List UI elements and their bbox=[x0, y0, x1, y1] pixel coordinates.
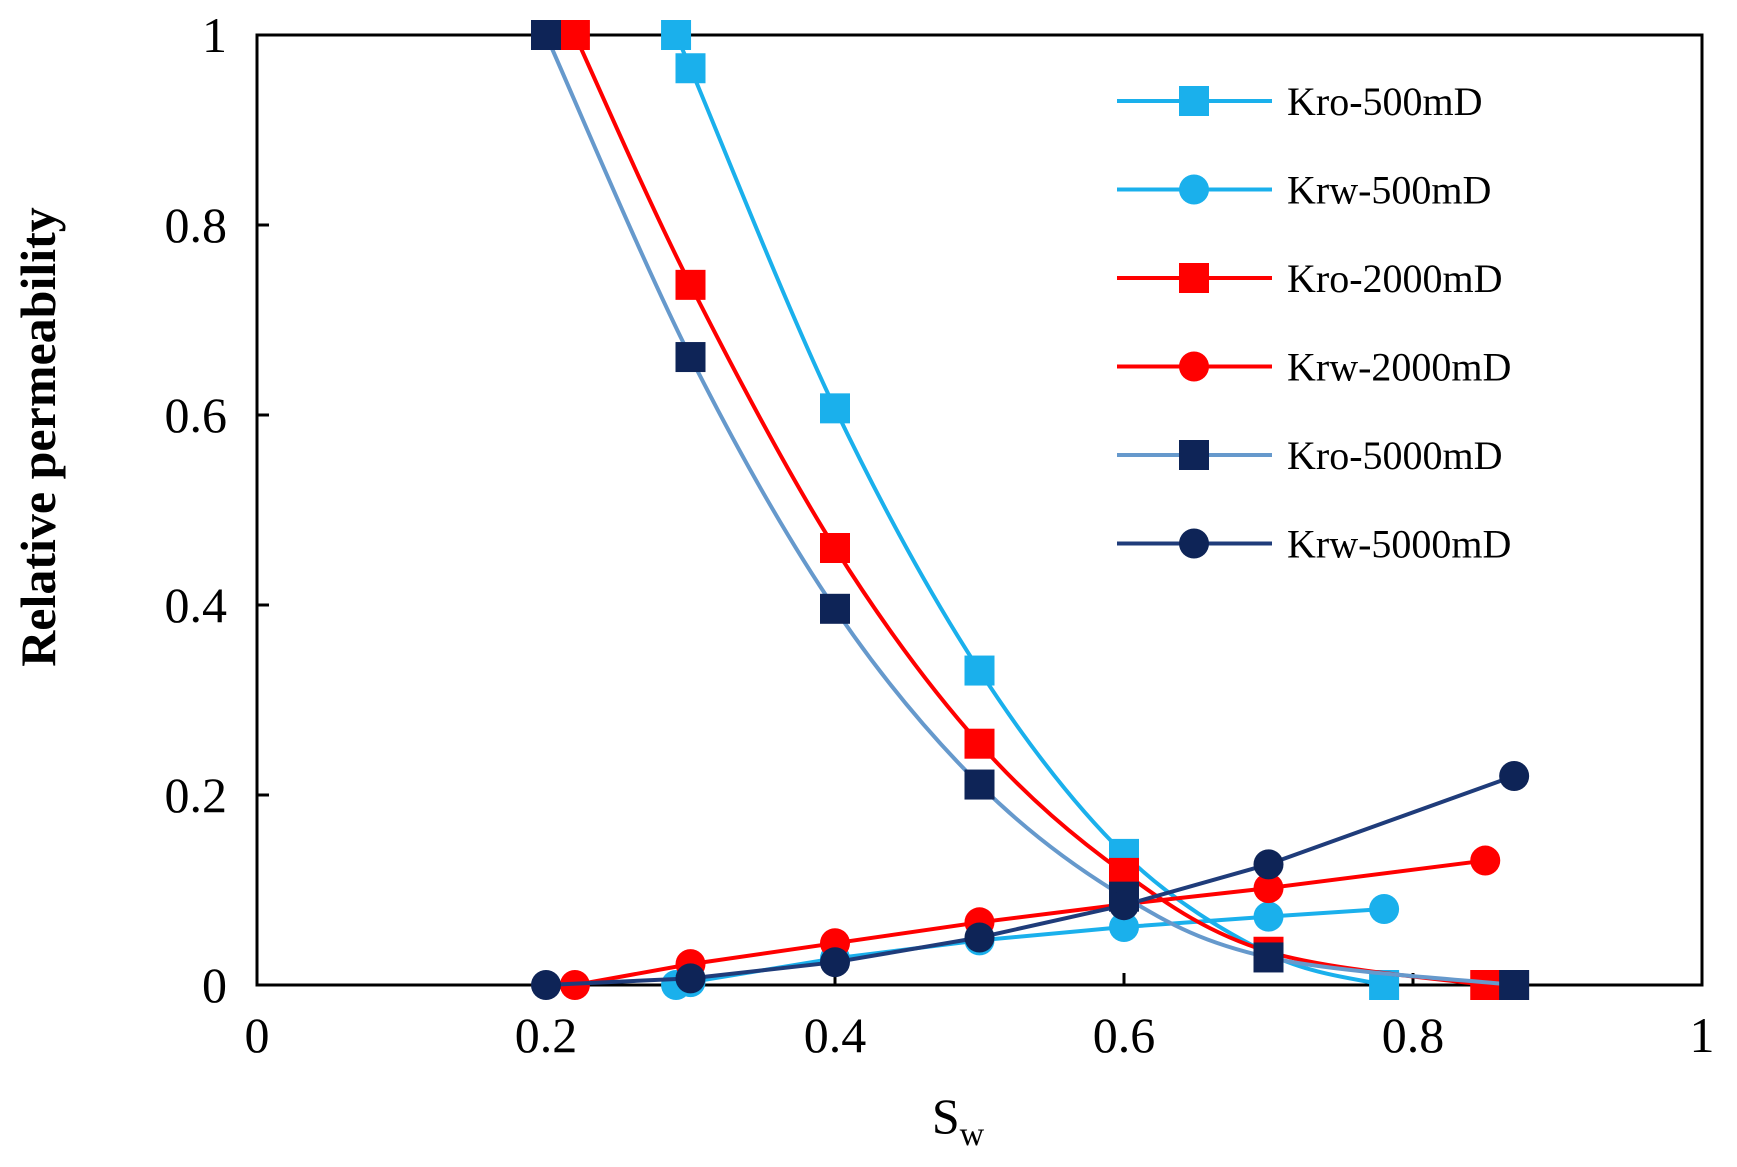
legend-marker bbox=[1179, 528, 1209, 559]
data-point-krw-5000md bbox=[964, 922, 995, 953]
legend-marker bbox=[1179, 86, 1209, 116]
data-point-krw-2000md bbox=[1470, 845, 1501, 876]
plot-area bbox=[255, 33, 1704, 987]
x-tick-label: 0.2 bbox=[515, 1007, 578, 1063]
x-axis: 0 0.2 0.4 0.6 0.8 1 bbox=[245, 973, 1715, 1063]
legend: Kro-500mD Krw-500mD Kro-2000mD Krw-2000mD Kr… bbox=[1117, 79, 1511, 567]
data-point-kro-5000md bbox=[964, 769, 995, 800]
data-point-krw-500md bbox=[1369, 894, 1400, 924]
x-axis-title-subscript: w bbox=[960, 1116, 985, 1153]
data-point-kro-2000md bbox=[964, 728, 995, 759]
data-point-kro-2000md bbox=[559, 20, 590, 50]
data-point-kro-5000md bbox=[820, 593, 850, 624]
legend-label: Kro-2000mD bbox=[1287, 256, 1503, 301]
y-tick-label: 0.8 bbox=[165, 197, 228, 253]
x-tick-label: 0.6 bbox=[1093, 1007, 1156, 1063]
data-point-krw-2000md bbox=[1253, 873, 1284, 904]
data-point-krw-5000md bbox=[820, 947, 850, 978]
data-point-kro-5000md bbox=[675, 342, 706, 373]
y-axis-title: Relative permeability bbox=[10, 207, 66, 667]
data-point-krw-500md bbox=[1253, 901, 1284, 932]
data-point-kro-500md bbox=[661, 20, 692, 50]
data-point-krw-5000md bbox=[1109, 890, 1139, 921]
y-tick-label: 0.6 bbox=[165, 387, 228, 443]
x-tick-label: 1 bbox=[1690, 1007, 1715, 1063]
y-tick-label: 0.4 bbox=[165, 577, 228, 633]
legend-marker bbox=[1179, 351, 1209, 382]
y-tick-label: 1 bbox=[202, 7, 227, 63]
series-layer bbox=[531, 20, 1530, 1000]
legend-label: Krw-2000mD bbox=[1287, 345, 1511, 390]
legend-item-kro-2000md: Kro-2000mD bbox=[1117, 256, 1503, 301]
legend-marker bbox=[1179, 263, 1209, 293]
data-point-krw-5000md bbox=[1253, 849, 1284, 880]
legend-label: Krw-500mD bbox=[1287, 168, 1491, 213]
legend-label: Kro-500mD bbox=[1287, 79, 1483, 124]
legend-item-kro-500md: Kro-500mD bbox=[1117, 79, 1483, 124]
x-axis-title: Sw bbox=[932, 1088, 985, 1153]
data-point-kro-2000md bbox=[675, 269, 706, 300]
legend-marker bbox=[1179, 174, 1209, 205]
x-tick-label: 0.8 bbox=[1382, 1007, 1445, 1063]
data-point-kro-2000md bbox=[820, 533, 850, 563]
data-point-kro-500md bbox=[675, 53, 706, 84]
series-krw-5000md bbox=[531, 761, 1530, 1000]
legend-label: Krw-5000mD bbox=[1287, 522, 1511, 567]
legend-item-krw-500md: Krw-500mD bbox=[1117, 168, 1491, 213]
legend-item-krw-5000md: Krw-5000mD bbox=[1117, 522, 1511, 567]
data-point-kro-500md bbox=[820, 393, 850, 424]
data-point-krw-500md bbox=[1109, 912, 1139, 943]
data-point-krw-5000md bbox=[1499, 761, 1530, 791]
y-tick-label: 0.2 bbox=[165, 767, 228, 823]
x-tick-label: 0 bbox=[245, 1007, 270, 1063]
data-point-krw-5000md bbox=[675, 963, 706, 994]
y-tick-label: 0 bbox=[202, 957, 227, 1013]
legend-marker bbox=[1179, 440, 1209, 470]
data-point-kro-5000md bbox=[1253, 942, 1284, 973]
data-point-kro-5000md bbox=[1499, 970, 1530, 1000]
data-point-kro-500md bbox=[964, 655, 995, 686]
x-axis-title-main: S bbox=[932, 1088, 960, 1144]
data-point-krw-5000md bbox=[531, 970, 561, 1000]
data-point-kro-5000md bbox=[531, 20, 561, 50]
x-tick-label: 0.4 bbox=[804, 1007, 867, 1063]
legend-item-kro-5000md: Kro-5000mD bbox=[1117, 433, 1503, 478]
y-axis: 0 0.2 0.4 0.6 0.8 1 bbox=[165, 7, 269, 1013]
legend-item-krw-2000md: Krw-2000mD bbox=[1117, 345, 1511, 390]
legend-label: Kro-5000mD bbox=[1287, 433, 1503, 478]
